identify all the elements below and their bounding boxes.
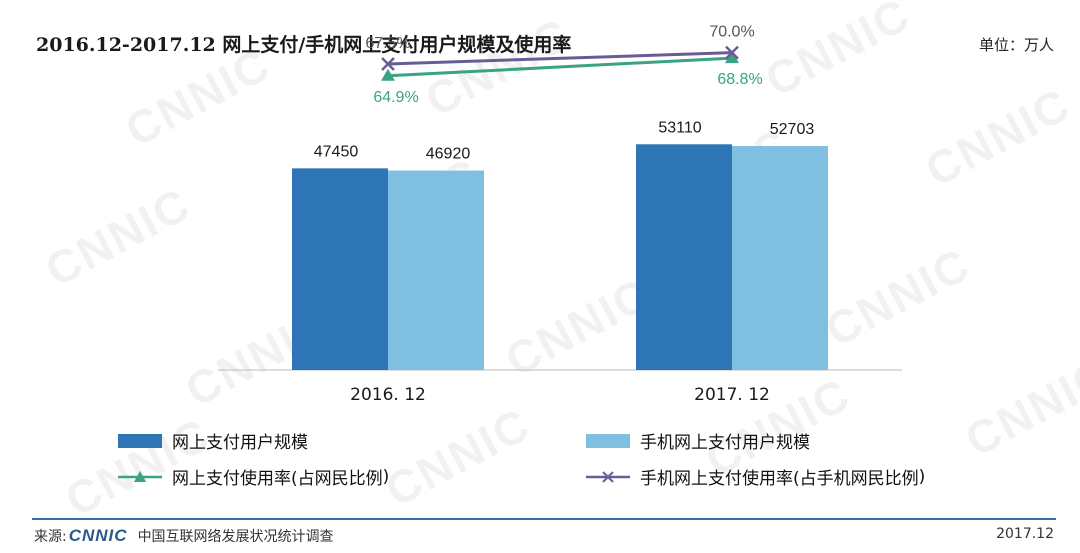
bar — [732, 146, 828, 370]
legend-label-close-paren: ) — [918, 466, 926, 487]
rate-line — [387, 51, 733, 66]
bar — [636, 144, 732, 370]
footer-divider — [32, 518, 1056, 520]
footer-source: 来源: CNNIC 中国互联网络发展状况统计调查 — [34, 526, 334, 546]
legend-label: 网上支付使用率(占网民比例 — [172, 469, 383, 489]
legend-item-mobile-payment-users: 手机网上支付用户规模 — [586, 428, 810, 453]
bar — [388, 170, 484, 370]
bar-value-label: 46920 — [426, 146, 471, 163]
unit-label: 单位：万人 — [978, 36, 1054, 54]
legend-swatch — [118, 433, 162, 448]
legend-item-online-payment-users: 网上支付用户规模 — [118, 428, 308, 453]
bar — [292, 168, 388, 370]
legend-item-mobile-payment-rate: 手机网上支付使用率(占手机网民比例) — [586, 464, 925, 489]
rate-value-label: 67.5% — [365, 35, 410, 52]
source-org: 中国互联网络发展状况统计调查 — [137, 529, 334, 545]
legend-label-close-paren: ) — [382, 466, 390, 487]
legend-label: 手机网上支付用户规模 — [640, 433, 810, 453]
category-label: 2017. 12 — [694, 385, 770, 405]
legend-label: 网上支付用户规模 — [172, 433, 308, 453]
legend-label: 手机网上支付使用率(占手机网民比例 — [640, 469, 919, 489]
legend-swatch — [586, 433, 630, 448]
source-label: 来源: — [34, 529, 67, 545]
footer-date: 2017.12 — [996, 526, 1054, 542]
legend-swatch — [118, 470, 162, 482]
bar-value-label: 53110 — [658, 119, 701, 136]
chart-title: 2016.12-2017.12 网上支付/手机网上支付用户规模及使用率 — [36, 34, 572, 56]
bar-value-label: 52703 — [770, 121, 815, 138]
rate-value-label: 70.0% — [709, 24, 754, 41]
rate-line — [387, 56, 733, 78]
bar-value-label: 47450 — [314, 143, 359, 160]
rate-value-label: 64.9% — [373, 89, 418, 106]
legend-swatch — [586, 470, 630, 483]
rate-marker — [381, 57, 395, 71]
rate-value-label: 68.8% — [717, 71, 762, 88]
rate-marker — [725, 45, 739, 60]
cnnic-logo: CNNIC — [68, 526, 128, 545]
rate-marker — [381, 68, 395, 81]
rate-marker — [725, 51, 739, 64]
category-label: 2016. 12 — [350, 385, 426, 405]
legend-item-online-payment-rate: 网上支付使用率(占网民比例) — [118, 464, 389, 489]
